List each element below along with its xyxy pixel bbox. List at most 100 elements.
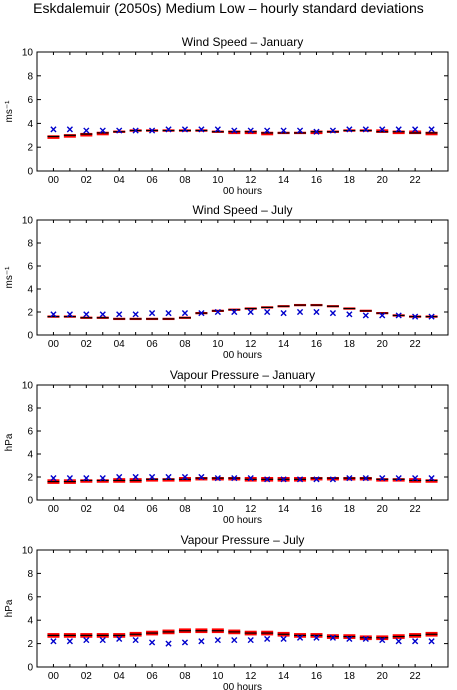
observed-point-stroke: [412, 126, 419, 133]
observed-point-stroke: [296, 308, 304, 316]
y-axis-label: hPa: [4, 599, 15, 617]
observed-point-stroke: [329, 476, 337, 483]
observed-point: [132, 127, 139, 134]
observed-point: [165, 126, 172, 133]
y-tick-label: 4: [27, 450, 33, 461]
observed-point-stroke: [313, 308, 320, 316]
observed-point: [379, 475, 386, 482]
observed-point-stroke: [379, 475, 386, 482]
observed-point: [50, 311, 57, 318]
observed-point: [214, 126, 221, 133]
x-tick-label: 22: [410, 339, 422, 350]
observed-point-stroke: [181, 473, 189, 481]
observed-point-stroke: [66, 126, 73, 133]
observed-point: [83, 127, 90, 134]
axes-frame: [36, 51, 449, 172]
observed-point: [362, 635, 369, 643]
observed-point-stroke: [165, 126, 172, 133]
observed-point-stroke: [132, 473, 139, 481]
observed-point: [264, 308, 271, 316]
y-tick-label: 0: [27, 167, 33, 178]
page-title: Eskdalemuir (2050s) Medium Low – hourly …: [33, 0, 424, 16]
x-tick-label: 12: [245, 175, 257, 186]
observed-point: [362, 126, 369, 133]
x-tick-label: 18: [344, 175, 356, 186]
observed-point-stroke: [313, 128, 320, 135]
observed-point-stroke: [296, 634, 304, 641]
observed-point-stroke: [395, 475, 402, 482]
x-tick-label: 02: [81, 175, 93, 186]
observed-point: [66, 475, 73, 482]
observed-point-stroke: [231, 636, 238, 644]
observed-point-stroke: [362, 475, 369, 482]
x-tick-label: 22: [410, 504, 422, 515]
x-tick-label: 12: [245, 671, 257, 682]
y-tick-label: 6: [27, 262, 33, 273]
observed-point: [428, 313, 435, 320]
observed-point-stroke: [116, 311, 123, 318]
y-tick-label: 6: [27, 427, 33, 438]
observed-point: [50, 475, 57, 482]
observed-point: [247, 636, 254, 644]
observed-point: [247, 308, 254, 316]
observed-point: [428, 638, 435, 645]
y-tick-label: 10: [22, 216, 34, 227]
x-tick-label: 02: [81, 339, 93, 350]
observed-point: [428, 126, 435, 133]
observed-point: [116, 473, 123, 481]
x-tick-label: 14: [278, 504, 290, 515]
observed-point-stroke: [50, 126, 57, 133]
y-axis-label: hPa: [4, 433, 15, 451]
observed-point-stroke: [148, 127, 156, 134]
observed-point: [346, 311, 353, 318]
observed-point-stroke: [329, 634, 337, 641]
observed-point-stroke: [280, 310, 287, 317]
y-tick-label: 4: [27, 285, 33, 296]
x-tick-label: 18: [344, 504, 356, 515]
y-tick-label: 4: [27, 616, 33, 627]
observed-point-stroke: [99, 127, 106, 134]
observed-point: [412, 313, 419, 320]
x-tick-label: 12: [245, 504, 257, 515]
observed-point-stroke: [313, 476, 320, 483]
observed-point: [148, 127, 156, 134]
x-tick-label: 08: [179, 671, 191, 682]
x-tick-label: 14: [278, 671, 290, 682]
x-tick-label: 18: [344, 339, 356, 350]
observed-point: [99, 127, 106, 134]
y-tick-label: 2: [27, 308, 33, 319]
x-tick-label: 22: [410, 175, 422, 186]
observed-point: [181, 639, 189, 646]
observed-point-stroke: [214, 126, 221, 133]
observed-point-stroke: [264, 476, 271, 483]
observed-point: [412, 126, 419, 133]
observed-point-stroke: [428, 475, 435, 482]
observed-point-stroke: [198, 473, 205, 481]
x-tick-label: 14: [278, 175, 290, 186]
observed-point: [214, 475, 221, 482]
y-tick-label: 8: [27, 71, 33, 82]
observed-point: [198, 310, 205, 317]
observed-point: [280, 476, 287, 483]
observed-point-stroke: [428, 126, 435, 133]
observed-point: [66, 311, 73, 318]
observed-point-stroke: [165, 640, 172, 647]
x-tick-label: 08: [179, 339, 191, 350]
observed-point-stroke: [264, 635, 271, 643]
y-tick-label: 0: [27, 496, 33, 507]
observed-point: [395, 126, 402, 133]
observed-point: [198, 638, 205, 645]
x-tick-label: 06: [147, 671, 159, 682]
observed-point: [99, 636, 106, 644]
observed-point: [214, 308, 221, 316]
observed-point: [148, 473, 156, 481]
observed-point-stroke: [280, 127, 287, 134]
observed-point: [181, 310, 189, 317]
observed-point: [313, 128, 320, 135]
x-tick-label: 08: [179, 175, 191, 186]
observed-point-stroke: [329, 310, 337, 317]
observed-point: [264, 635, 271, 643]
observed-point-stroke: [132, 127, 139, 134]
